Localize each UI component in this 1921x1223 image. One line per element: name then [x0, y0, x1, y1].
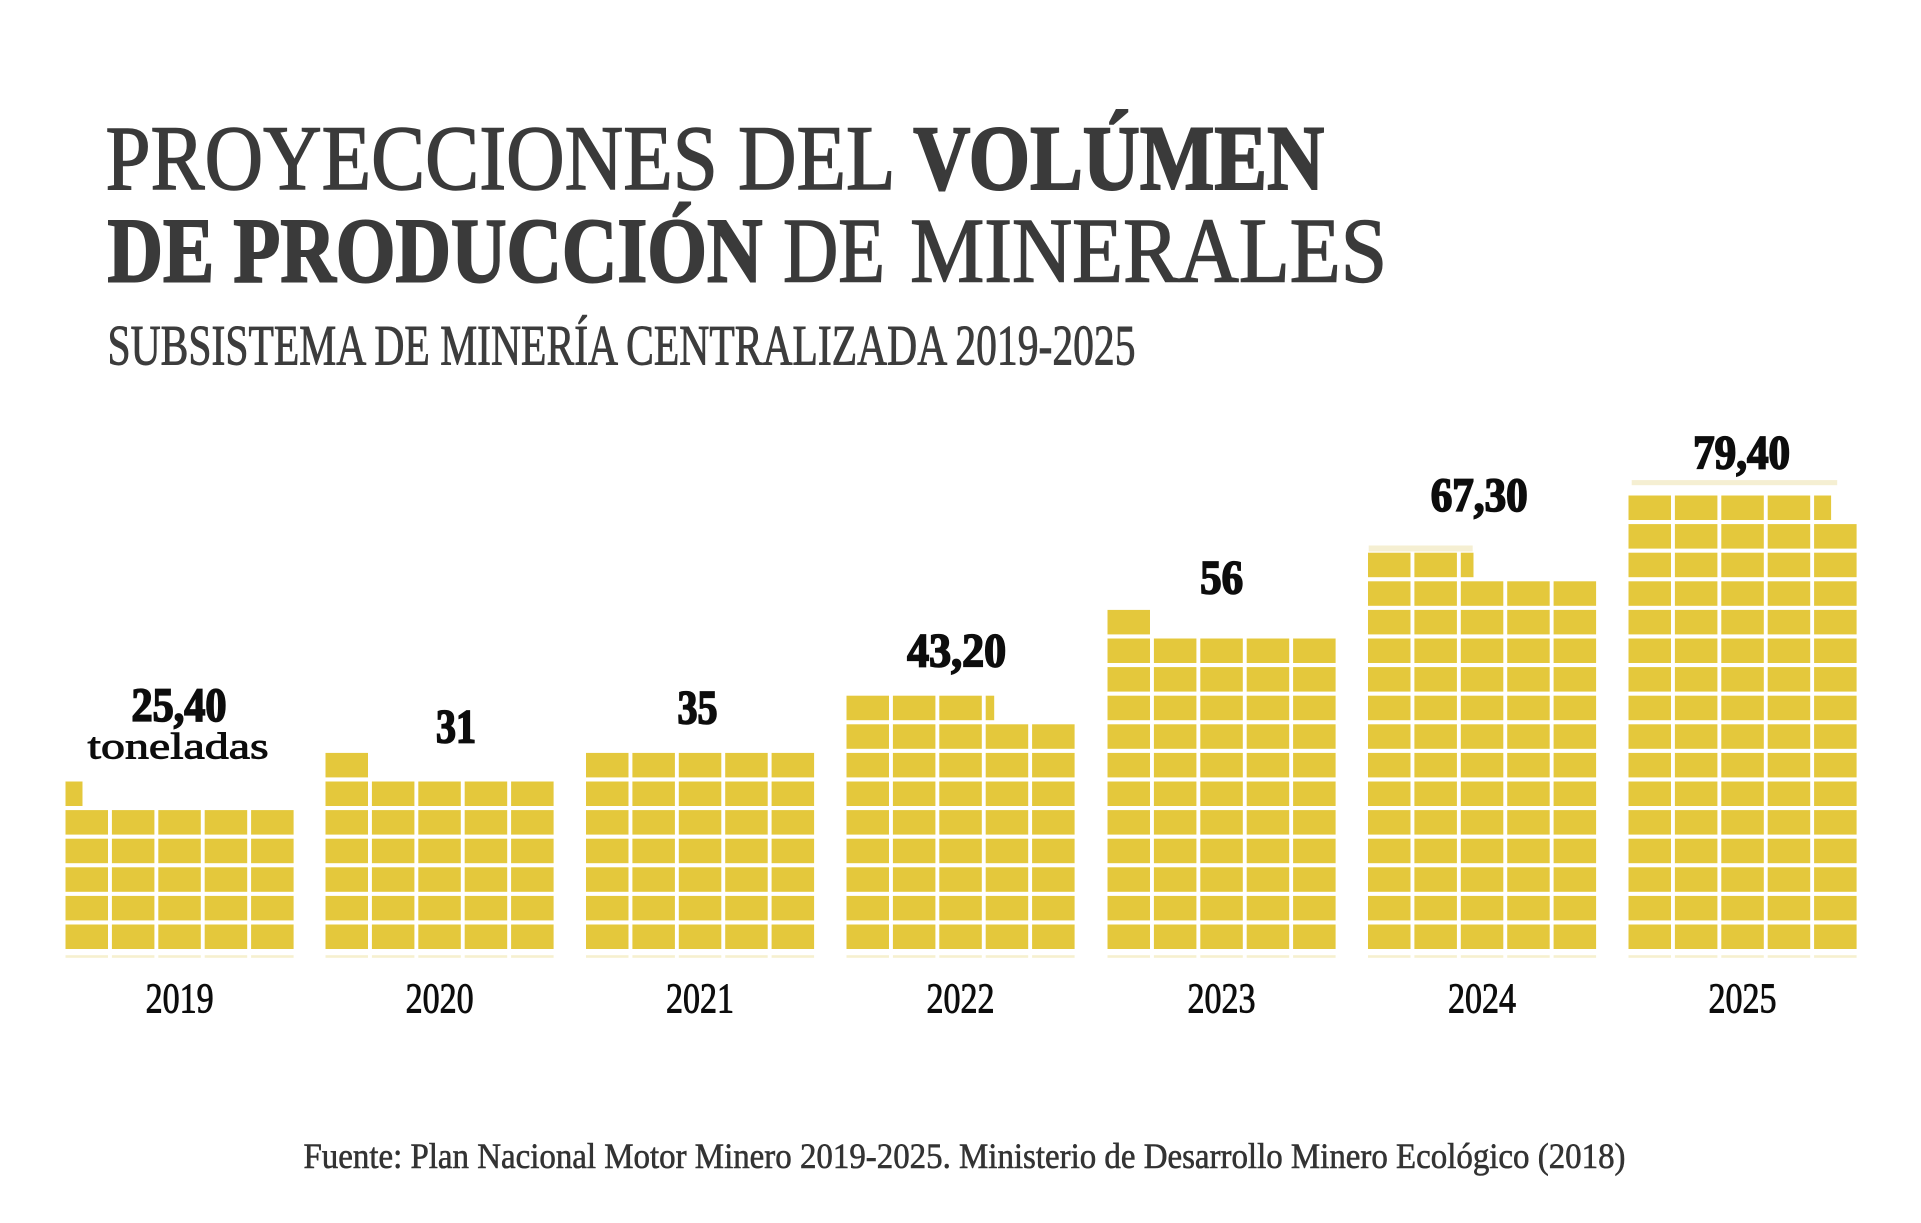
svg-text:toneladas: toneladas [88, 727, 269, 768]
svg-text:43,20: 43,20 [907, 625, 1006, 678]
svg-text:2024: 2024 [1448, 976, 1516, 1022]
svg-text:2019: 2019 [146, 976, 214, 1022]
svg-text:PROYECCIONES DEL: PROYECCIONES DEL [106, 107, 896, 209]
svg-text:SUBSISTEMA DE MINERÍA CENTRALI: SUBSISTEMA DE MINERÍA CENTRALIZADA 2019-… [108, 315, 1136, 378]
svg-text:2020: 2020 [406, 976, 474, 1022]
svg-text:DE: DE [783, 199, 885, 301]
svg-text:VOLÚMEN: VOLÚMEN [913, 107, 1324, 209]
svg-text:79,40: 79,40 [1693, 426, 1790, 479]
svg-text:35: 35 [678, 682, 718, 735]
svg-text:56: 56 [1200, 551, 1243, 604]
svg-text:DE PRODUCCIÓN: DE PRODUCCIÓN [108, 199, 763, 301]
svg-text:2025: 2025 [1709, 976, 1777, 1022]
svg-text:2021: 2021 [666, 976, 734, 1022]
svg-text:31: 31 [436, 700, 476, 753]
svg-text:25,40: 25,40 [132, 679, 227, 732]
svg-text:MINERALES: MINERALES [910, 199, 1387, 301]
svg-text:67,30: 67,30 [1431, 469, 1528, 522]
svg-text:Fuente: Plan Nacional Motor Mi: Fuente: Plan Nacional Motor Minero 2019-… [304, 1136, 1626, 1176]
svg-text:2022: 2022 [927, 976, 995, 1022]
svg-text:2023: 2023 [1188, 976, 1256, 1022]
